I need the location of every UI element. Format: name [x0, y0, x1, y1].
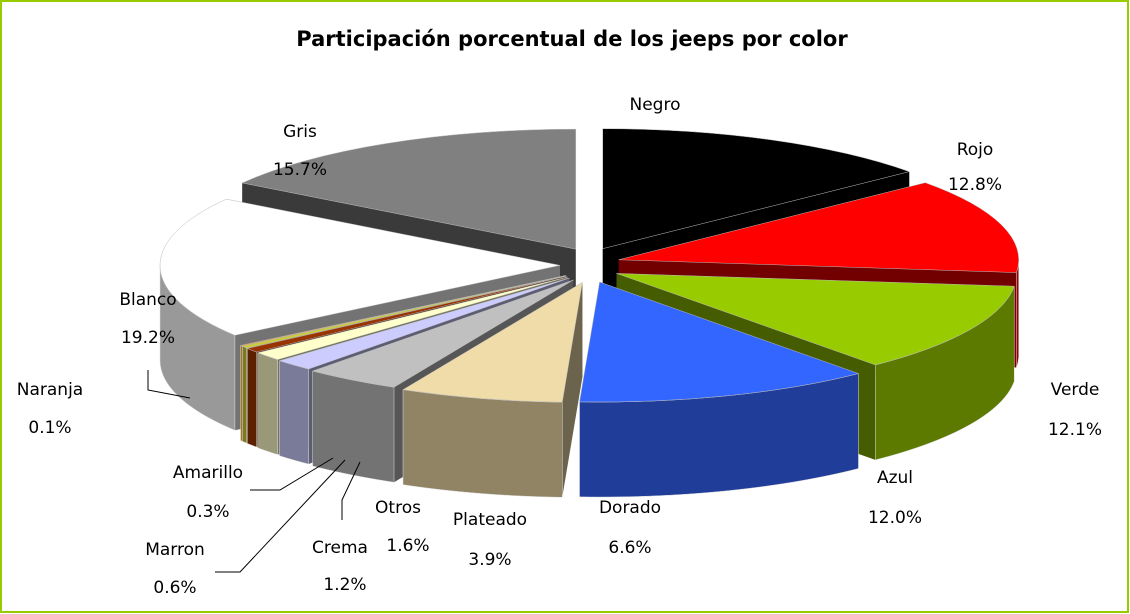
data-label-value: 13.9% [628, 135, 682, 155]
data-label-value: 12.0% [868, 508, 922, 528]
slice [256, 276, 568, 360]
data-label-name: Negro [630, 95, 681, 115]
slice [618, 182, 1019, 273]
data-label-name: Marron [145, 540, 205, 560]
slice [159, 198, 561, 336]
data-label-value: 3.9% [468, 550, 511, 570]
labels: Negro 13.9% Rojo 12.8% Verde 12.1% Azul 12.0% Do… [17, 95, 1102, 598]
slice [602, 128, 911, 250]
slice-side [1016, 259, 1019, 368]
slice-side [312, 370, 395, 483]
data-label-name: Naranja [17, 380, 83, 400]
data-label-name: Crema [312, 538, 368, 558]
data-label-value: 1.2% [323, 575, 366, 595]
leader-line [341, 461, 361, 520]
data-label-value: 0.6% [153, 578, 196, 598]
slice [241, 128, 577, 250]
leader-lines [147, 370, 361, 573]
data-label-name: Rojo [957, 140, 994, 160]
slice [311, 279, 574, 388]
data-label-value: 1.6% [386, 536, 429, 556]
slice-side [402, 389, 563, 498]
data-label-name: Amarillo [173, 463, 243, 483]
slice [616, 273, 1015, 366]
data-label-value: 15.7% [273, 160, 327, 180]
slice [246, 275, 567, 353]
leader-line [147, 370, 191, 399]
slice-side [240, 345, 243, 442]
data-label-name: Plateado [453, 510, 527, 530]
data-label-value: 0.3% [186, 502, 229, 522]
slice-side [242, 345, 248, 444]
data-label-name: Verde [1051, 380, 1100, 400]
data-label-value: 0.1% [28, 418, 71, 438]
data-label-name: Blanco [119, 290, 176, 310]
slice-side [257, 352, 278, 455]
slice [402, 281, 583, 403]
data-label-value: 19.2% [121, 328, 175, 348]
data-label-name: Gris [283, 122, 317, 142]
slice [278, 277, 570, 370]
data-label-name: Otros [375, 498, 421, 518]
data-label-name: Dorado [599, 498, 661, 518]
pie [159, 128, 1019, 498]
data-label-value: 12.1% [1048, 420, 1102, 440]
slice-side [247, 348, 257, 448]
slice [579, 281, 860, 403]
leader-line [250, 457, 334, 491]
data-label-value: 12.8% [948, 175, 1002, 195]
data-label-name: Azul [877, 468, 913, 488]
slice [241, 275, 566, 349]
leader-line [215, 459, 346, 573]
slice-side [279, 360, 309, 465]
chart-title: Participación porcentual de los jeeps po… [296, 27, 848, 51]
data-label-value: 6.6% [608, 538, 651, 558]
